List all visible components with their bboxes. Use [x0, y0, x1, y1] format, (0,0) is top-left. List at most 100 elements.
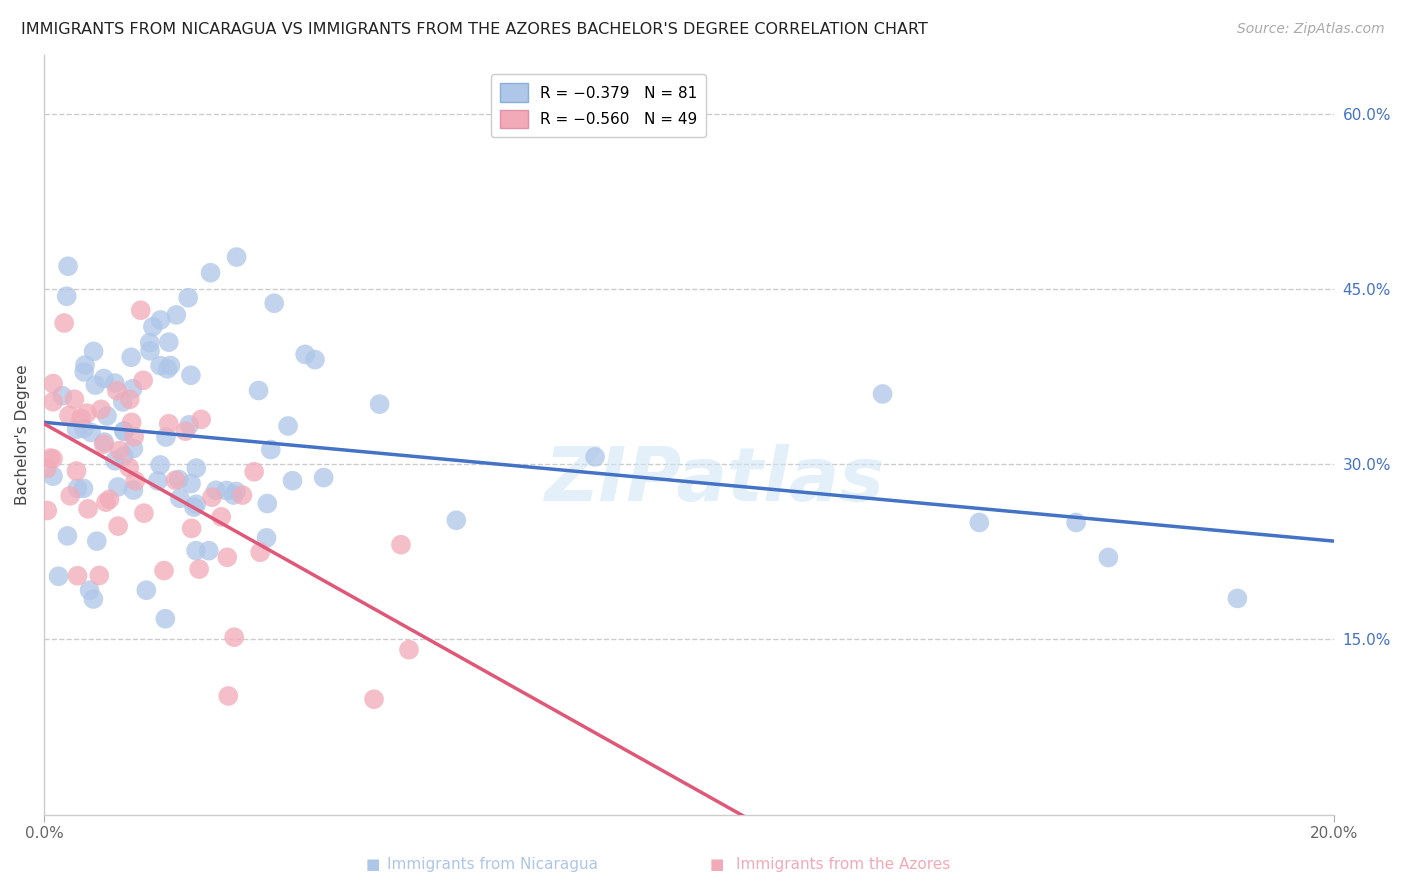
- Point: [73, 358, 96, 372]
- Point: [112, 425, 135, 439]
- Point: [98, 492, 121, 507]
- Point: [56, 259, 79, 273]
- Point: [184, 543, 207, 558]
- Point: [217, 689, 239, 703]
- Point: [82, 592, 104, 607]
- Text: Source: ZipAtlas.com: Source: ZipAtlas.com: [1237, 22, 1385, 37]
- Point: [180, 476, 202, 491]
- Point: [76, 406, 98, 420]
- Point: [217, 550, 239, 565]
- Point: [389, 538, 412, 552]
- Point: [1226, 591, 1249, 606]
- Point: [65, 422, 87, 436]
- Point: [63, 392, 86, 407]
- Point: [281, 474, 304, 488]
- Point: [363, 692, 385, 706]
- Point: [1064, 516, 1087, 530]
- Text: Immigrants from Nicaragua: Immigrants from Nicaragua: [387, 857, 598, 872]
- Point: [312, 470, 335, 484]
- Point: [225, 484, 247, 499]
- Point: [112, 449, 135, 463]
- Text: Immigrants from the Azores: Immigrants from the Azores: [737, 857, 950, 872]
- Point: [583, 450, 606, 464]
- Point: [179, 417, 201, 432]
- Point: [398, 642, 420, 657]
- Point: [1097, 550, 1119, 565]
- Point: [149, 313, 172, 327]
- Point: [122, 430, 145, 444]
- Point: [157, 335, 180, 350]
- Point: [186, 461, 208, 475]
- Point: [249, 545, 271, 559]
- Point: [79, 583, 101, 598]
- Point: [86, 534, 108, 549]
- Point: [153, 564, 176, 578]
- Point: [111, 395, 134, 409]
- Point: [122, 483, 145, 497]
- Point: [66, 568, 89, 582]
- Point: [65, 464, 87, 478]
- Text: ■: ■: [710, 857, 724, 872]
- Point: [122, 442, 145, 456]
- Point: [180, 368, 202, 383]
- Point: [135, 583, 157, 598]
- Point: [35, 461, 58, 475]
- Point: [89, 568, 111, 582]
- Point: [209, 509, 232, 524]
- Point: [94, 495, 117, 509]
- Point: [159, 359, 181, 373]
- Point: [58, 409, 80, 423]
- Point: [121, 416, 143, 430]
- Point: [277, 419, 299, 434]
- Point: [177, 291, 200, 305]
- Point: [200, 266, 222, 280]
- Point: [104, 376, 127, 390]
- Point: [39, 451, 62, 466]
- Point: [872, 387, 894, 401]
- Point: [124, 474, 146, 488]
- Point: [256, 531, 278, 545]
- Point: [59, 489, 82, 503]
- Point: [174, 424, 197, 438]
- Point: [142, 319, 165, 334]
- Point: [104, 454, 127, 468]
- Point: [132, 373, 155, 387]
- Point: [183, 500, 205, 515]
- Point: [138, 335, 160, 350]
- Point: [256, 497, 278, 511]
- Point: [446, 513, 468, 527]
- Point: [118, 460, 141, 475]
- Point: [108, 443, 131, 458]
- Point: [120, 351, 142, 365]
- Point: [368, 397, 391, 411]
- Point: [260, 442, 283, 457]
- Point: [73, 365, 96, 379]
- Point: [165, 473, 187, 487]
- Point: [84, 378, 107, 392]
- Point: [90, 402, 112, 417]
- Point: [190, 412, 212, 426]
- Point: [51, 389, 73, 403]
- Point: [129, 303, 152, 318]
- Point: [72, 482, 94, 496]
- Point: [48, 569, 70, 583]
- Point: [42, 451, 65, 466]
- Text: ■: ■: [366, 857, 380, 872]
- Point: [83, 344, 105, 359]
- Point: [146, 474, 169, 488]
- Point: [53, 316, 76, 330]
- Point: [93, 435, 115, 450]
- Point: [157, 417, 180, 431]
- Point: [165, 308, 187, 322]
- Point: [55, 289, 77, 303]
- Point: [96, 409, 118, 423]
- Point: [66, 481, 89, 495]
- Point: [149, 359, 172, 373]
- Y-axis label: Bachelor's Degree: Bachelor's Degree: [15, 365, 30, 505]
- Point: [969, 516, 991, 530]
- Point: [93, 371, 115, 385]
- Point: [149, 458, 172, 472]
- Point: [42, 376, 65, 391]
- Point: [56, 529, 79, 543]
- Point: [155, 430, 177, 444]
